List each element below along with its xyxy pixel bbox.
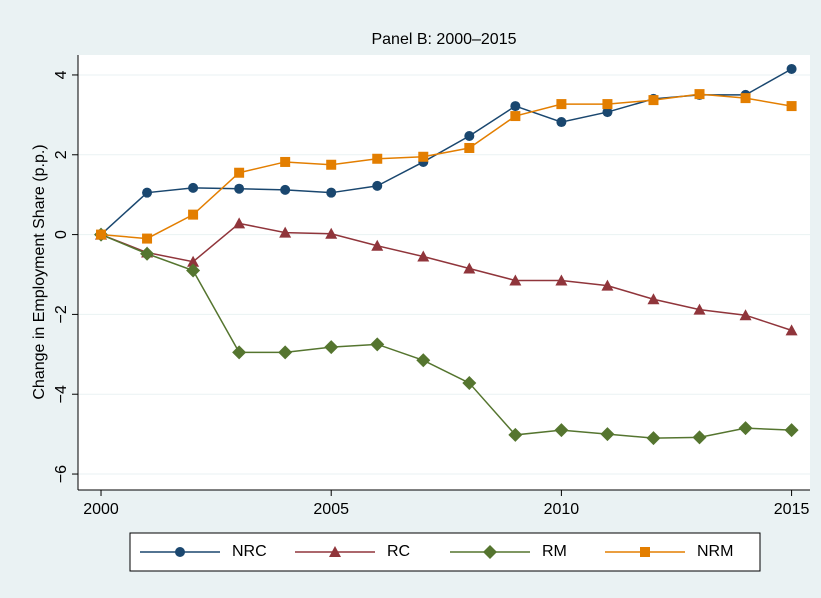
data-point — [740, 93, 751, 104]
data-point — [187, 255, 200, 267]
data-point — [784, 423, 799, 438]
data-point — [186, 263, 201, 278]
legend-marker — [175, 547, 185, 557]
series-line — [100, 93, 792, 240]
plot-area — [78, 55, 810, 490]
legend-marker — [640, 547, 650, 557]
data-point — [234, 167, 245, 178]
series-line — [100, 233, 792, 439]
x-tick-label: 2005 — [313, 501, 349, 518]
data-point — [278, 345, 293, 360]
legend-label: RC — [387, 543, 410, 560]
data-point — [372, 180, 383, 191]
x-tick-label: 2015 — [774, 501, 810, 518]
data-point — [602, 107, 613, 118]
data-point — [600, 427, 615, 442]
data-point — [326, 187, 337, 198]
data-point — [326, 159, 337, 170]
legend-marker — [483, 545, 497, 559]
data-point — [554, 423, 569, 438]
data-point — [464, 142, 475, 153]
data-point — [786, 63, 797, 74]
data-point — [372, 153, 383, 164]
data-point — [786, 101, 797, 112]
y-tick-label: 0 — [53, 230, 70, 239]
data-point — [370, 337, 385, 352]
y-tick-label: 2 — [53, 150, 70, 159]
data-point — [140, 246, 155, 261]
data-point — [280, 156, 291, 167]
data-point — [647, 293, 660, 305]
series-line — [100, 222, 792, 332]
data-point — [280, 184, 291, 195]
data-point — [188, 182, 199, 193]
data-point — [646, 431, 661, 446]
data-point — [279, 226, 292, 238]
data-point — [325, 227, 338, 239]
data-point — [416, 353, 431, 368]
legend-label: RM — [542, 543, 567, 560]
data-point — [601, 279, 614, 291]
data-point — [142, 233, 153, 244]
data-point — [371, 239, 384, 251]
data-point — [555, 274, 568, 286]
data-point — [462, 376, 477, 391]
legend-marker — [329, 546, 341, 557]
data-point — [785, 324, 798, 336]
y-tick-label: 4 — [53, 70, 70, 79]
data-point — [694, 89, 705, 100]
y-tick-label: −6 — [53, 465, 70, 483]
data-point — [464, 131, 475, 142]
data-point — [692, 430, 707, 445]
chart-title: Panel B: 2000–2015 — [371, 31, 516, 48]
data-point — [417, 250, 430, 262]
x-tick-label: 2000 — [83, 501, 119, 518]
data-point — [509, 274, 522, 286]
data-point — [188, 209, 199, 220]
y-tick-label: −4 — [53, 385, 70, 403]
data-point — [324, 340, 339, 355]
data-point — [463, 262, 476, 274]
data-point — [508, 427, 523, 442]
data-point — [234, 183, 245, 194]
data-point — [142, 187, 153, 198]
legend-label: NRC — [232, 543, 267, 560]
y-axis-label: Change in Employment Share (p.p.) — [31, 144, 48, 399]
legend-label: NRM — [697, 543, 733, 560]
data-point — [233, 217, 246, 229]
data-point — [739, 309, 752, 321]
data-point — [556, 99, 567, 110]
data-point — [418, 151, 429, 162]
data-point — [232, 345, 247, 360]
data-point — [602, 99, 613, 110]
y-tick-label: −2 — [53, 305, 70, 323]
data-point — [648, 95, 659, 106]
data-point — [693, 303, 706, 315]
data-point — [510, 101, 521, 112]
x-tick-label: 2010 — [544, 501, 580, 518]
data-point — [510, 111, 521, 122]
data-point — [96, 229, 107, 240]
data-point — [738, 421, 753, 436]
data-point — [556, 117, 567, 128]
